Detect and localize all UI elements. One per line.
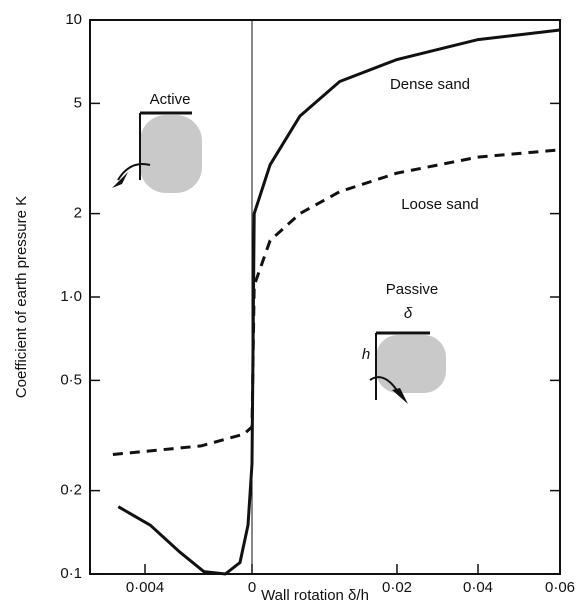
series-label: Dense sand	[390, 76, 470, 93]
y-tick-label: 5	[74, 94, 82, 111]
series-line	[117, 28, 561, 576]
annotation: Active	[150, 91, 191, 108]
x-tick-label: 0·004	[126, 579, 164, 596]
series-line	[112, 148, 561, 456]
series-label: Loose sand	[401, 196, 479, 213]
y-tick-label: 0·1	[60, 565, 82, 582]
annotation: δ	[404, 305, 413, 322]
y-tick-label: 0·2	[60, 482, 82, 499]
x-tick-label: 0	[248, 579, 256, 596]
passive-inset	[369, 331, 446, 404]
y-tick-label: 10	[65, 11, 82, 28]
y-tick-label: 2	[74, 205, 82, 222]
y-tick-label: 0·5	[60, 371, 82, 388]
x-tick-label: 0·04	[463, 579, 493, 596]
annotation: Passive	[386, 281, 439, 298]
annotation: h	[362, 346, 370, 363]
x-tick-label: 0·02	[382, 579, 412, 596]
x-axis-title: Wall rotation δ/h	[261, 587, 369, 604]
active-inset	[112, 111, 202, 193]
x-tick-label: 0·06	[545, 579, 575, 596]
y-tick-label: 1·0	[60, 288, 82, 305]
y-axis-title: Coefficient of earth pressure K	[13, 196, 30, 398]
